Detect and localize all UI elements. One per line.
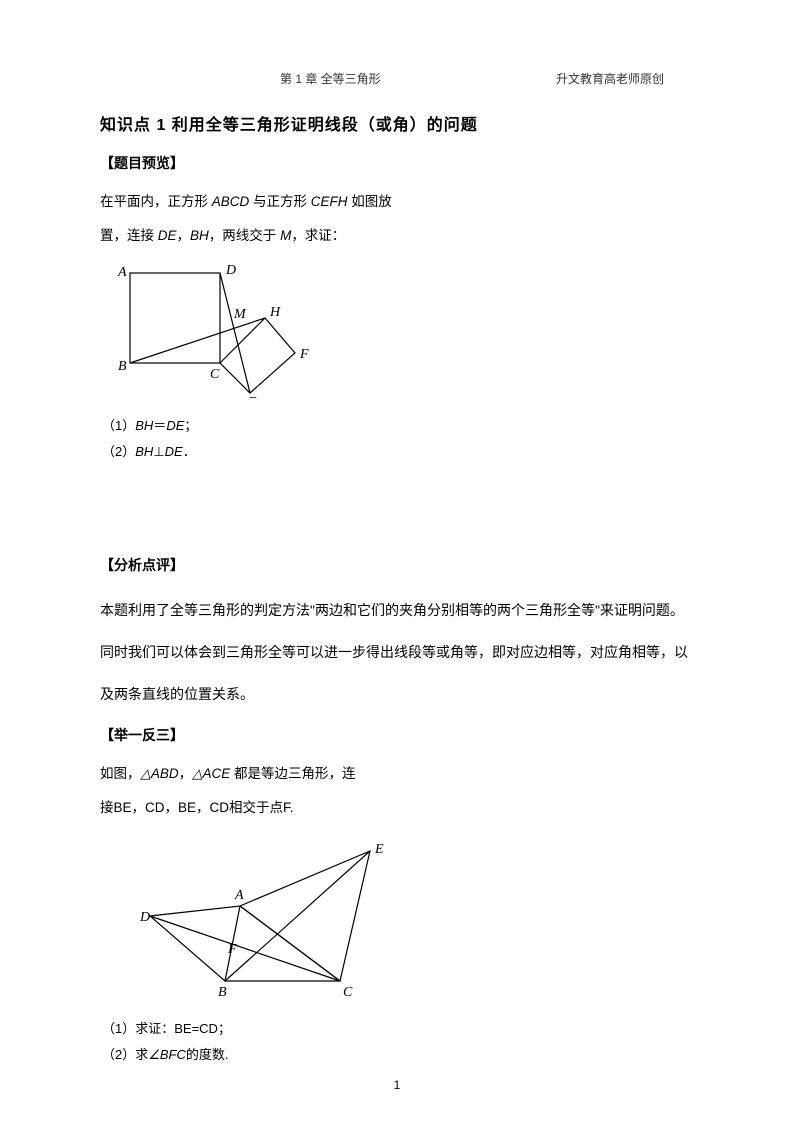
svg-text:C: C — [210, 367, 220, 382]
svg-text:D: D — [225, 263, 236, 278]
svg-text:A: A — [234, 888, 244, 903]
svg-text:E: E — [374, 842, 384, 857]
example-section: 【举一反三】 如图，△ABD，△ACE 都是等边三角形，连 接BE，CD，BE，… — [100, 725, 694, 1067]
analysis-section: 【分析点评】 本题利用了全等三角形的判定方法"两边和它们的夹角分别相等的两个三角… — [100, 555, 694, 715]
problem-line-1: 在平面内，正方形 ABCD 与正方形 CEFH 如图放 — [100, 187, 694, 217]
svg-text:F: F — [299, 347, 309, 362]
svg-text:H: H — [269, 305, 281, 320]
page-number: 1 — [0, 1078, 794, 1092]
example-q1: （1）求证：BE=CD； — [102, 1016, 694, 1042]
preview-section: 【题目预览】 在平面内，正方形 ABCD 与正方形 CEFH 如图放 置，连接 … — [100, 153, 694, 465]
page-header: 第 1 章 全等三角形 升文教育高老师原创 — [100, 70, 694, 87]
chapter-label: 第 1 章 全等三角形 — [280, 70, 381, 87]
analysis-text: 本题利用了全等三角形的判定方法"两边和它们的夹角分别相等的两个三角形全等"来证明… — [100, 589, 694, 715]
svg-text:A: A — [117, 265, 127, 280]
svg-text:D: D — [140, 910, 150, 925]
svg-text:E: E — [247, 395, 257, 398]
svg-text:F: F — [227, 942, 237, 957]
preview-q2: （2）BH⊥DE． — [102, 439, 694, 465]
svg-text:M: M — [233, 307, 247, 322]
preview-q1: （1）BH＝DE； — [102, 413, 694, 439]
diagram-2: D B A C E F — [140, 831, 694, 1006]
analysis-label: 【分析点评】 — [100, 555, 694, 575]
problem-line-2: 置，连接 DE，BH，两线交于 M，求证： — [100, 221, 694, 251]
svg-text:B: B — [118, 359, 127, 374]
diagram-1: A B C D H F E M — [110, 258, 694, 403]
svg-text:C: C — [343, 985, 353, 1000]
example-q2: （2）求∠BFC的度数. — [102, 1042, 694, 1068]
author-label: 升文教育高老师原创 — [556, 70, 664, 87]
example-label: 【举一反三】 — [100, 725, 694, 745]
page-title: 知识点 1 利用全等三角形证明线段（或角）的问题 — [100, 111, 694, 135]
example-line-1: 如图，△ABD，△ACE 都是等边三角形，连 — [100, 759, 694, 789]
preview-label: 【题目预览】 — [100, 153, 694, 173]
svg-text:B: B — [218, 985, 227, 1000]
example-line-2: 接BE，CD，BE，CD相交于点F. — [100, 793, 694, 823]
